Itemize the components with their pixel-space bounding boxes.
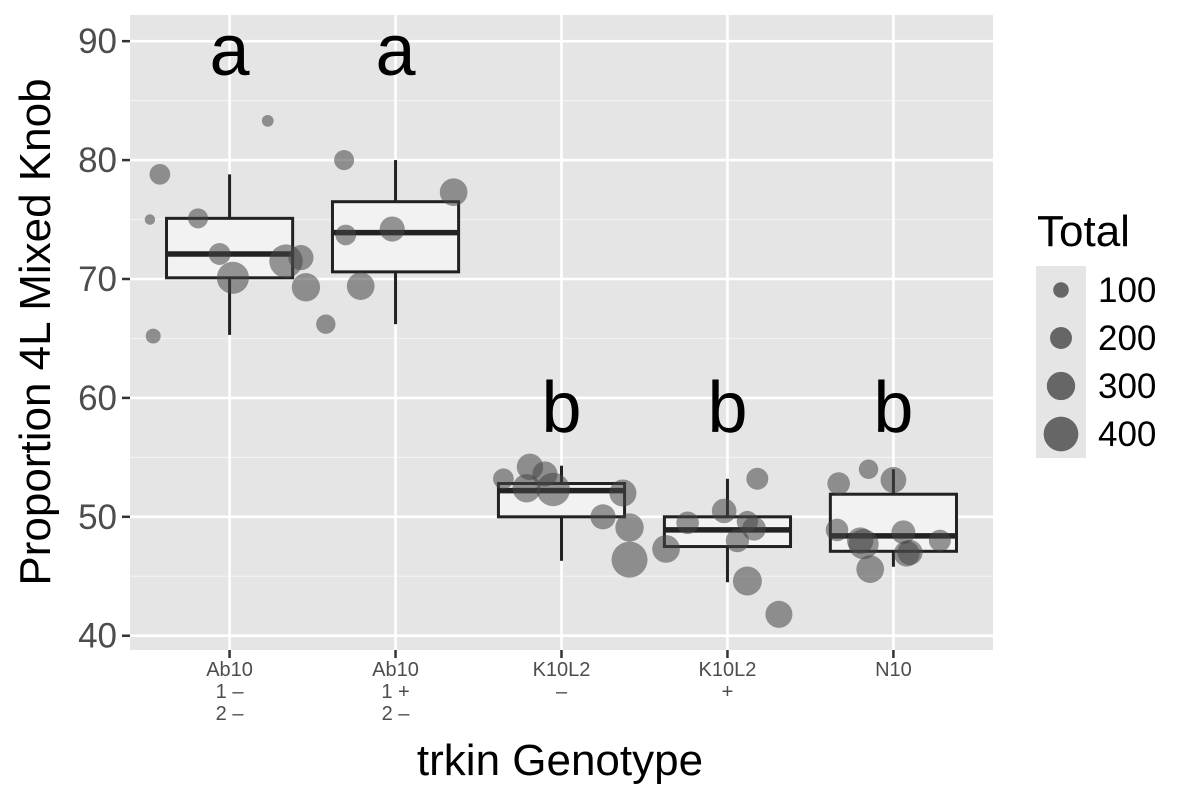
legend-title: Total — [1037, 207, 1130, 256]
y-tick-label: 60 — [78, 379, 117, 418]
data-point — [615, 513, 644, 542]
significance-letter: a — [210, 11, 251, 91]
y-tick-label: 50 — [78, 498, 117, 537]
data-point — [891, 520, 916, 545]
legend-key — [1043, 416, 1079, 452]
data-point — [590, 504, 616, 530]
legend-label: 400 — [1098, 415, 1156, 454]
data-point — [439, 178, 468, 207]
significance-letter: b — [873, 368, 913, 448]
x-tick-label: 1 + — [381, 681, 409, 703]
x-tick-label: K10L2 — [699, 659, 757, 681]
data-point — [291, 273, 321, 302]
data-point — [827, 472, 850, 495]
legend-key — [1053, 282, 1069, 298]
y-tick-label: 40 — [78, 617, 117, 656]
data-point — [609, 479, 637, 507]
legend-label: 300 — [1098, 367, 1156, 406]
data-point — [732, 566, 762, 596]
data-point — [856, 555, 885, 583]
data-point — [858, 459, 879, 479]
data-point — [144, 214, 156, 225]
data-point — [611, 541, 648, 578]
x-axis-title: trkin Genotype — [417, 736, 703, 785]
data-point — [536, 472, 570, 507]
x-tick-label: 1 – — [216, 681, 245, 703]
x-tick-label: Ab10 — [372, 659, 419, 681]
significance-letter: b — [541, 368, 581, 448]
legend-label: 200 — [1098, 319, 1156, 358]
data-point — [145, 328, 161, 344]
data-point — [652, 535, 680, 563]
legend-key — [1050, 327, 1072, 349]
data-point — [765, 600, 793, 628]
data-layer: a a b b b — [144, 11, 958, 628]
data-point — [742, 516, 766, 541]
x-tick-label: + — [722, 681, 734, 703]
x-tick-label: 2 – — [382, 703, 411, 725]
data-point — [216, 261, 249, 294]
data-point — [897, 539, 923, 566]
significance-letter: b — [707, 368, 747, 448]
data-point — [848, 529, 879, 560]
data-point — [746, 467, 769, 490]
data-point — [379, 216, 405, 242]
data-point — [149, 164, 171, 185]
x-tick-label: Ab10 — [206, 659, 253, 681]
data-point — [288, 245, 314, 271]
x-tick-label: K10L2 — [533, 659, 591, 681]
data-point — [928, 529, 951, 552]
x-tick-label: N10 — [875, 659, 912, 681]
y-tick-label: 70 — [78, 260, 117, 299]
data-point — [880, 467, 907, 493]
data-point — [493, 468, 514, 490]
data-point — [512, 474, 541, 503]
x-tick-label: – — [556, 681, 568, 703]
data-point — [825, 518, 849, 542]
data-point — [676, 511, 699, 535]
data-point — [208, 243, 231, 265]
legend-key — [1046, 371, 1076, 401]
y-tick-label: 80 — [78, 141, 117, 180]
legend: Total 100 200 300 400 — [1036, 207, 1156, 458]
data-point — [261, 114, 274, 127]
data-point — [711, 498, 737, 524]
data-point — [335, 224, 357, 246]
data-point — [316, 314, 336, 334]
data-point — [188, 208, 209, 229]
data-point — [346, 272, 375, 300]
x-tick-label: 2 – — [216, 703, 245, 725]
data-point — [334, 150, 355, 171]
y-tick-label: 90 — [78, 22, 117, 61]
significance-letter: a — [376, 11, 417, 91]
data-point — [725, 528, 750, 553]
y-axis-title: Proportion 4L Mixed Knob — [11, 78, 60, 585]
legend-label: 100 — [1098, 271, 1156, 310]
